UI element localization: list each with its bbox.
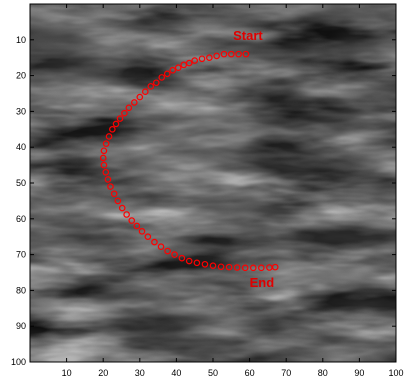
x-tick-label: 50 xyxy=(208,368,218,378)
data-point xyxy=(217,263,225,271)
x-tick-label: 60 xyxy=(245,368,255,378)
data-point xyxy=(164,247,171,255)
data-point xyxy=(147,83,155,90)
data-point xyxy=(242,50,250,58)
data-point xyxy=(271,263,279,271)
x-tick-label: 20 xyxy=(98,368,108,378)
data-point xyxy=(105,133,113,140)
data-point xyxy=(169,66,177,74)
data-point xyxy=(235,50,242,58)
data-point xyxy=(123,211,130,218)
data-point xyxy=(201,260,209,268)
data-point xyxy=(100,147,108,155)
data-point xyxy=(128,217,136,224)
data-point xyxy=(99,154,107,162)
data-point xyxy=(116,115,124,122)
data-point xyxy=(220,50,228,58)
data-point xyxy=(233,264,241,271)
data-point xyxy=(121,109,128,117)
data-point xyxy=(193,259,201,267)
data-point xyxy=(158,74,166,81)
x-tick-label: 70 xyxy=(281,368,291,378)
data-point xyxy=(174,64,182,72)
data-point xyxy=(241,264,249,272)
data-point xyxy=(112,120,120,128)
y-tick-label: 60 xyxy=(16,214,26,224)
annotation-start: Start xyxy=(233,28,263,43)
data-point xyxy=(213,52,220,60)
data-point xyxy=(225,263,233,271)
x-tick-label: 100 xyxy=(388,368,403,378)
data-point xyxy=(206,54,213,62)
data-point xyxy=(107,183,114,190)
data-point xyxy=(157,243,165,251)
y-tick-label: 30 xyxy=(16,106,26,116)
data-point xyxy=(228,50,235,58)
data-point xyxy=(110,190,118,198)
y-tick-label: 20 xyxy=(16,71,26,81)
data-point xyxy=(131,99,138,106)
data-point xyxy=(102,168,110,176)
data-point xyxy=(144,233,152,241)
data-point xyxy=(163,70,171,78)
annotation-end: End xyxy=(250,275,275,290)
data-point xyxy=(133,222,141,230)
x-tick-label: 80 xyxy=(318,368,328,378)
data-point xyxy=(151,238,158,246)
background-texture xyxy=(30,4,396,362)
y-axis: 10 20 30 40 50 60 70 80 90 100 xyxy=(11,35,396,367)
data-point xyxy=(125,104,133,112)
y-tick-label: 70 xyxy=(16,250,26,260)
x-tick-label: 90 xyxy=(354,368,364,378)
data-point xyxy=(178,254,186,262)
x-tick-label: 30 xyxy=(135,368,145,378)
data-point xyxy=(104,176,112,183)
plot-area xyxy=(30,4,396,362)
data-point xyxy=(171,251,178,258)
series-trajectory xyxy=(99,50,279,272)
x-axis: 10 20 30 40 50 60 70 80 90 100 xyxy=(62,4,404,378)
data-point xyxy=(109,126,116,133)
data-point xyxy=(249,264,257,272)
y-tick-label: 10 xyxy=(16,35,26,45)
y-tick-label: 100 xyxy=(11,357,26,367)
data-point xyxy=(114,197,122,205)
data-point xyxy=(191,57,199,64)
data-point xyxy=(136,93,144,101)
data-point xyxy=(141,88,149,96)
data-point xyxy=(258,264,265,272)
y-tick-label: 40 xyxy=(16,142,26,152)
data-point xyxy=(138,228,146,235)
data-point xyxy=(152,79,160,87)
data-point xyxy=(102,140,110,147)
data-point xyxy=(209,262,217,269)
data-point xyxy=(118,204,126,212)
data-point xyxy=(100,161,108,169)
data-point xyxy=(185,59,193,67)
y-tick-label: 80 xyxy=(16,285,26,295)
y-tick-label: 90 xyxy=(16,321,26,331)
x-tick-label: 40 xyxy=(171,368,181,378)
y-tick-label: 50 xyxy=(16,178,26,188)
data-point xyxy=(185,257,193,265)
data-point xyxy=(180,61,188,69)
data-point xyxy=(198,55,206,63)
annotations: Start End xyxy=(233,28,274,290)
x-tick-label: 10 xyxy=(62,368,72,378)
